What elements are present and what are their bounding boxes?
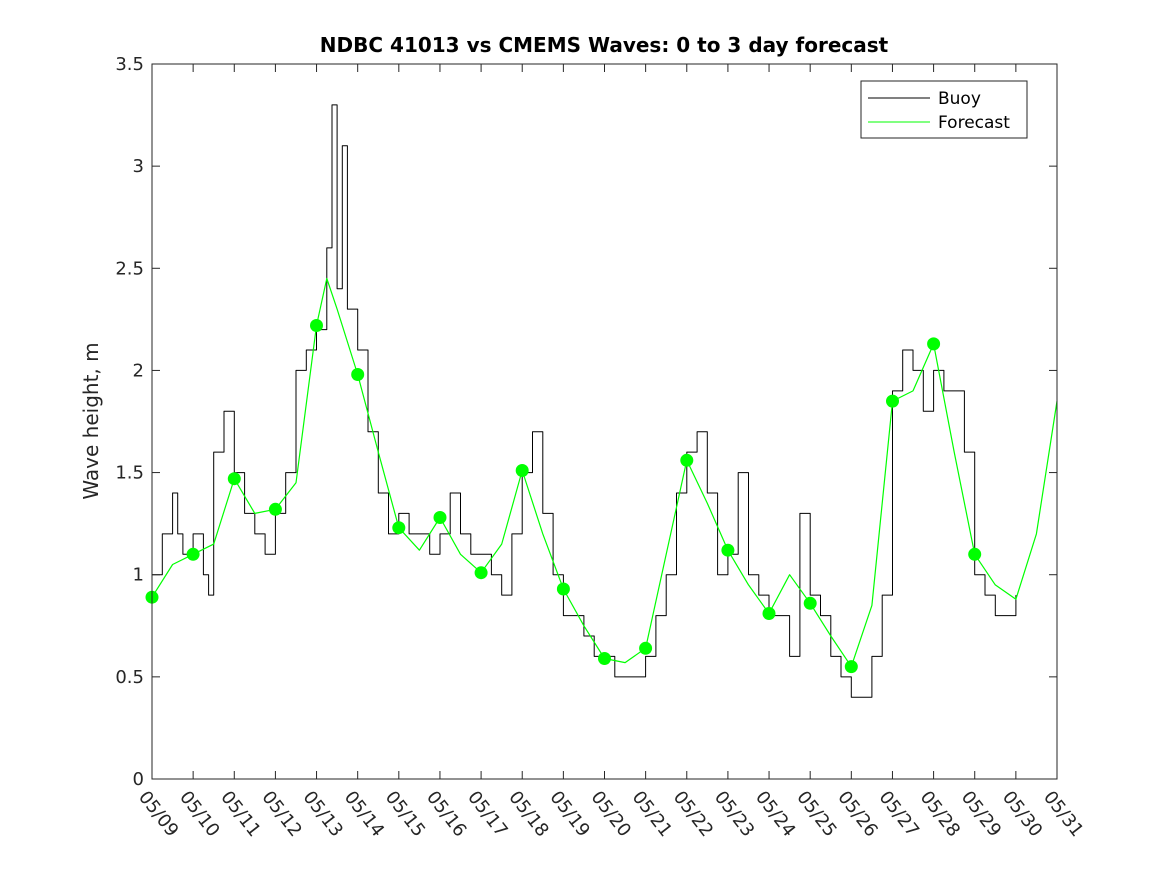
forecast-marker xyxy=(762,607,776,620)
chart-title: NDBC 41013 vs CMEMS Waves: 0 to 3 day fo… xyxy=(320,33,889,57)
forecast-marker xyxy=(639,641,653,655)
forecast-marker xyxy=(556,582,570,596)
forecast-marker xyxy=(598,652,611,665)
forecast-marker xyxy=(392,521,406,535)
forecast-marker xyxy=(680,453,694,467)
forecast-marker xyxy=(515,464,529,477)
forecast-marker xyxy=(844,660,858,674)
forecast-series-line xyxy=(151,277,1058,668)
y-axis-label: Wave height, m xyxy=(79,342,103,499)
y-tick-label: 2.5 xyxy=(115,258,144,279)
forecast-marker xyxy=(433,511,447,524)
forecast-marker xyxy=(474,566,488,580)
buoy-series-line xyxy=(152,104,1017,698)
y-tick-label: 0.5 xyxy=(115,667,144,688)
forecast-marker xyxy=(268,502,282,516)
forecast-marker xyxy=(310,319,323,332)
legend-forecast-label: Forecast xyxy=(938,113,1010,133)
plot-area xyxy=(152,64,1057,779)
legend-box xyxy=(860,80,1028,139)
legend-buoy-label: Buoy xyxy=(938,89,981,109)
forecast-marker xyxy=(351,368,365,381)
forecast-marker xyxy=(886,394,899,408)
y-tick-label: 0 xyxy=(133,769,144,790)
forecast-marker xyxy=(968,547,982,561)
y-tick-label: 2 xyxy=(133,360,144,381)
y-tick-label: 1 xyxy=(133,565,144,586)
y-tick-label: 3 xyxy=(133,156,144,177)
forecast-marker xyxy=(803,596,817,610)
forecast-marker xyxy=(927,337,941,351)
forecast-marker xyxy=(227,472,241,486)
y-tick-label: 3.5 xyxy=(115,54,144,75)
y-tick-label: 1.5 xyxy=(115,463,144,484)
legend: Buoy Forecast xyxy=(860,80,1028,139)
forecast-marker xyxy=(186,547,200,561)
forecast-marker xyxy=(721,543,735,557)
